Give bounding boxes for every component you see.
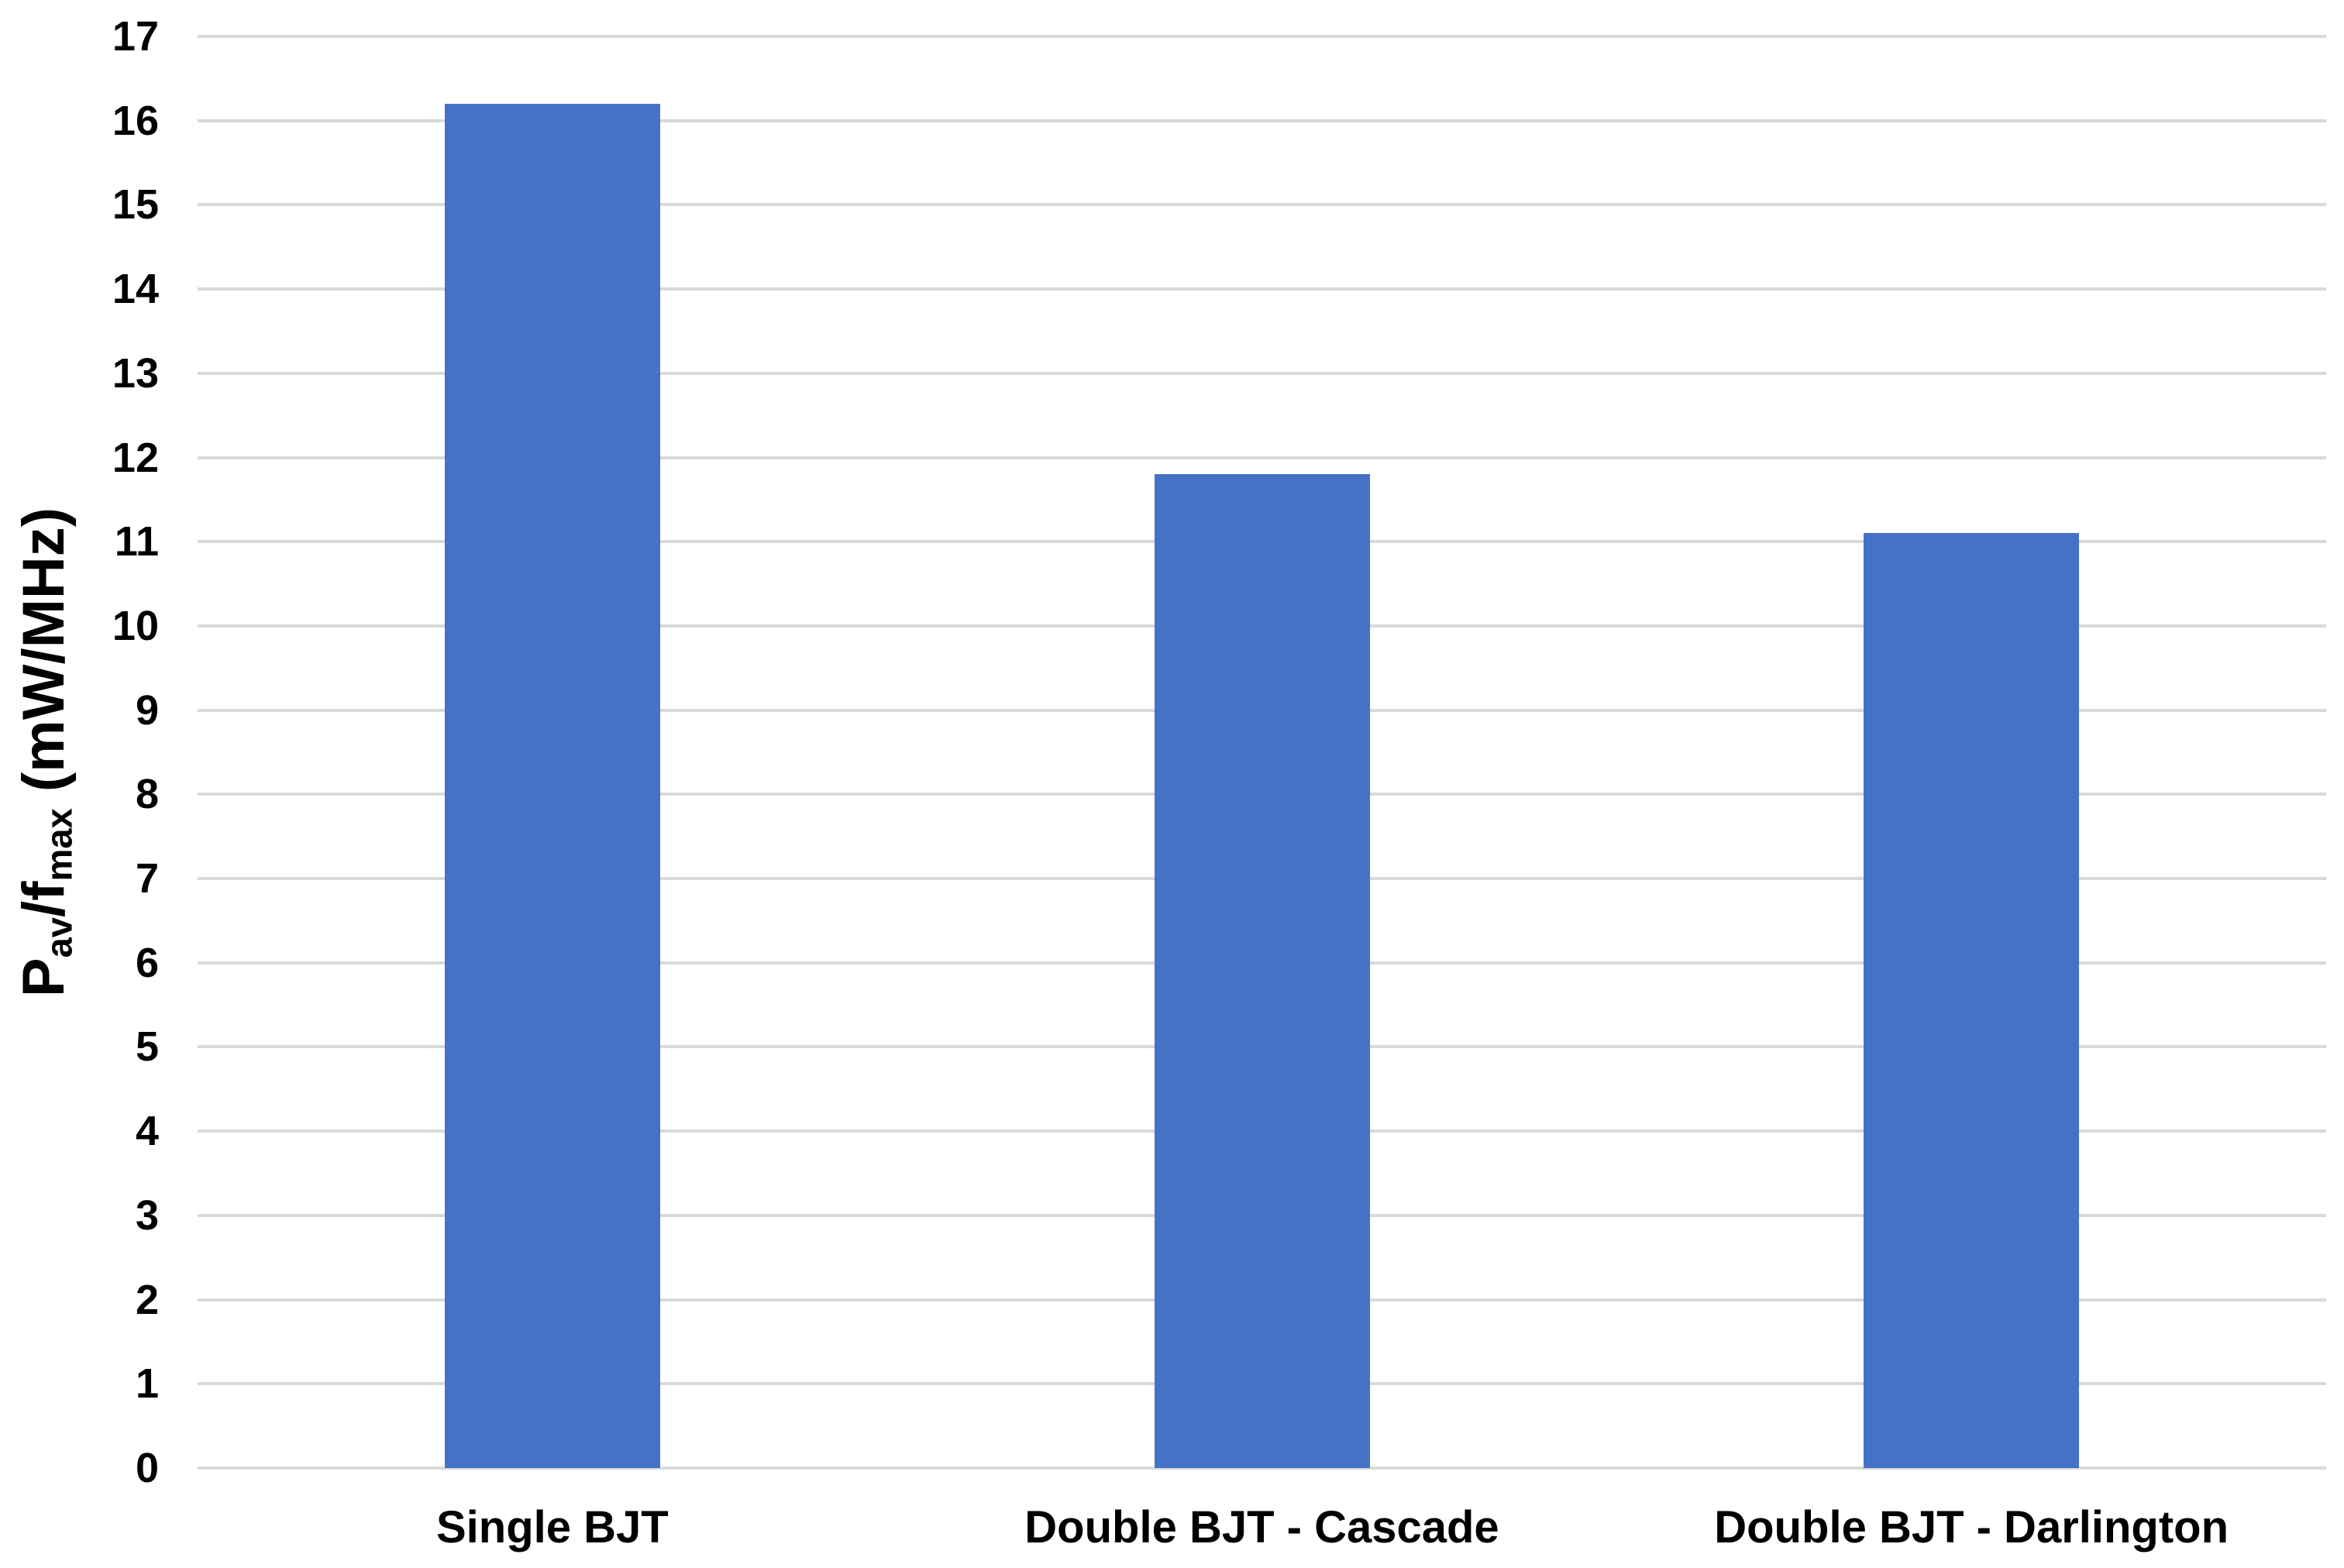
category-label-double-bjt-darlington: Double BJT - Darlington	[1714, 1502, 2229, 1553]
gridline-0	[198, 1467, 2326, 1470]
y-tick-label-15: 15	[112, 181, 159, 229]
bar-single-bjt	[444, 103, 660, 1468]
gridline-13	[198, 371, 2326, 375]
y-tick-label-1: 1	[135, 1360, 159, 1408]
gridline-16	[198, 119, 2326, 122]
gridline-12	[198, 456, 2326, 459]
y-tick-label-14: 14	[112, 266, 159, 313]
y-tick-label-11: 11	[114, 518, 159, 566]
y-tick-label-8: 8	[135, 771, 159, 818]
y-tick-label-6: 6	[135, 939, 159, 986]
y-tick-label-5: 5	[135, 1023, 159, 1071]
y-tick-label-16: 16	[112, 97, 159, 144]
y-tick-label-13: 13	[112, 349, 159, 397]
gridline-15	[198, 203, 2326, 207]
y-axis-label: Pav/fmax (mW/MHz)	[9, 507, 94, 997]
bar-double-bjt-darlington	[1864, 533, 2080, 1468]
y-tick-label-17: 17	[112, 13, 159, 60]
gridline-14	[198, 287, 2326, 291]
category-label-double-bjt-cascade: Double BJT - Cascade	[1024, 1502, 1499, 1553]
y-tick-label-9: 9	[135, 686, 159, 734]
y-tick-label-4: 4	[135, 1108, 159, 1155]
bar-double-bjt-cascade	[1154, 474, 1370, 1468]
y-tick-label-2: 2	[135, 1276, 159, 1323]
y-tick-label-10: 10	[112, 602, 159, 649]
plot-area	[198, 35, 2326, 1470]
category-label-single-bjt: Single BJT	[435, 1502, 669, 1553]
gridline-17	[198, 35, 2326, 38]
y-tick-label-7: 7	[135, 855, 159, 903]
y-tick-label-3: 3	[135, 1191, 159, 1239]
y-tick-label-0: 0	[135, 1445, 159, 1491]
y-tick-label-12: 12	[112, 434, 159, 481]
